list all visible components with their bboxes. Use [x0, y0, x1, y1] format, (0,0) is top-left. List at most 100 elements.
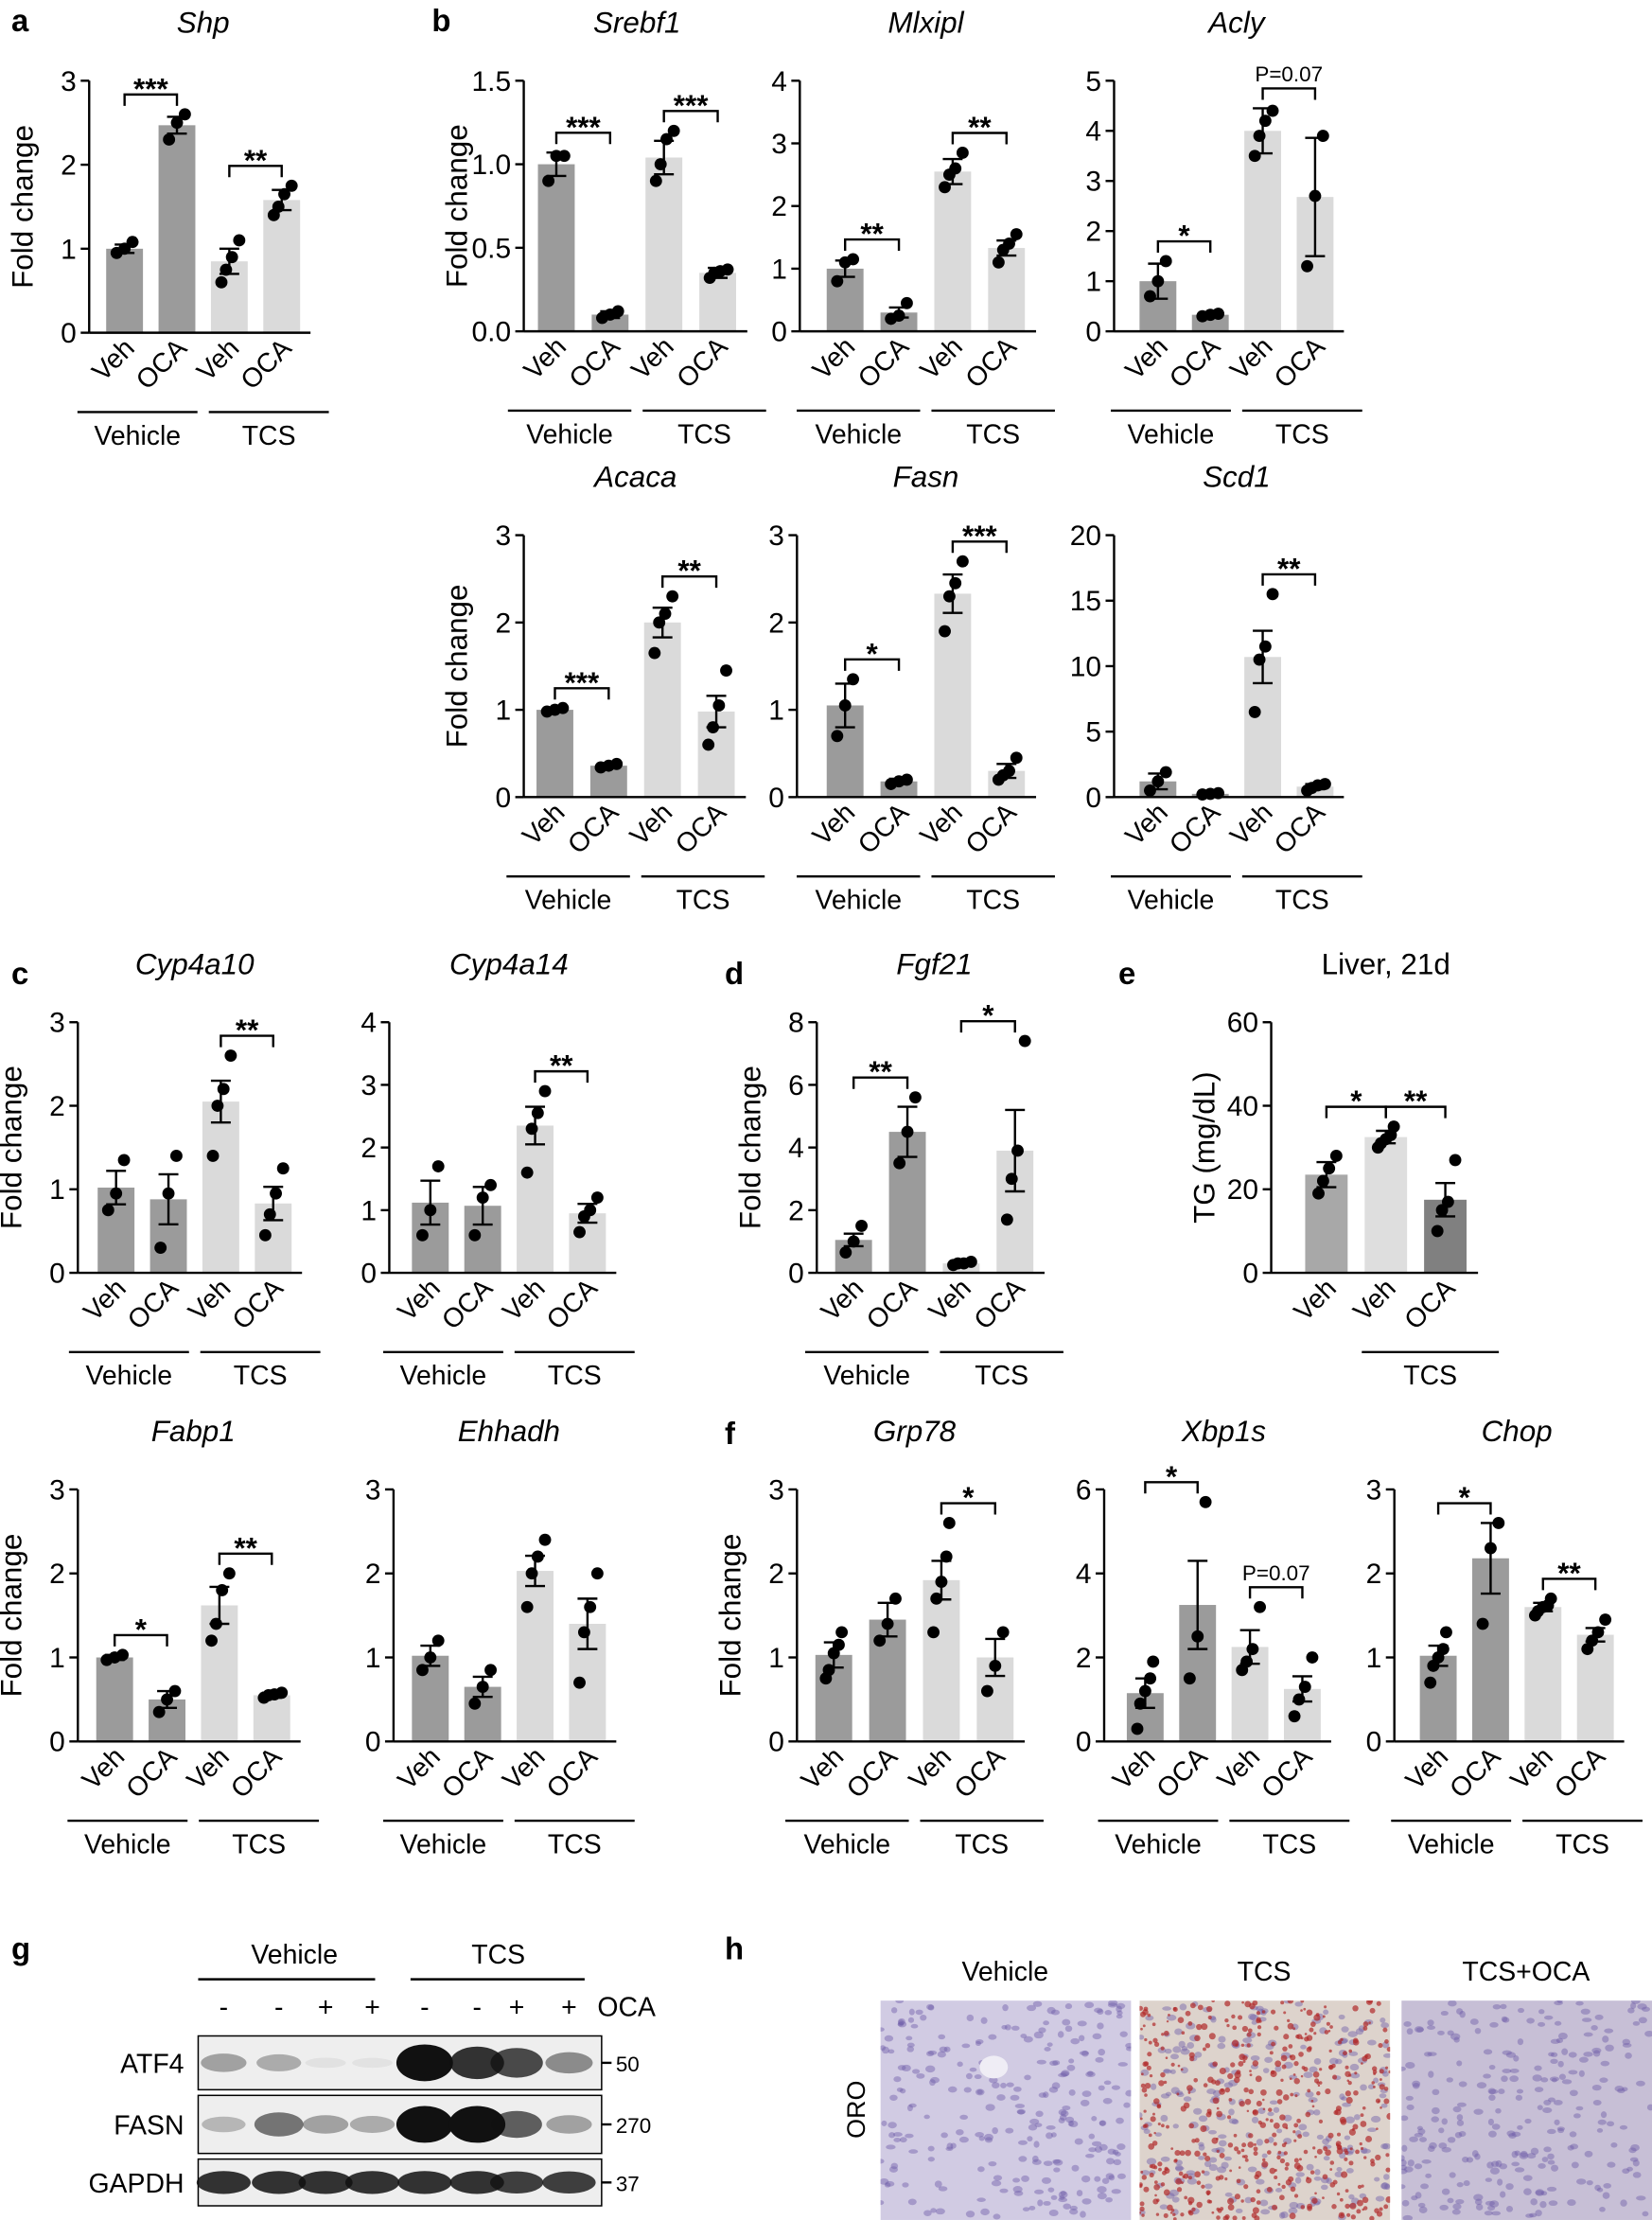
nucleus — [1116, 2005, 1122, 2013]
y-axis-label: Fold change — [441, 124, 474, 288]
y-axis-label: Fold change — [441, 585, 474, 749]
nucleus — [1203, 2170, 1210, 2176]
lipid-droplet — [1304, 2036, 1309, 2042]
lipid-droplet — [1310, 2099, 1314, 2103]
nucleus — [1077, 2020, 1087, 2027]
lipid-droplet — [1163, 2030, 1169, 2036]
nucleus — [1550, 2052, 1558, 2057]
y-tick-label: 4 — [360, 1008, 377, 1039]
nucleus — [1086, 2070, 1094, 2076]
nucleus — [1492, 2003, 1502, 2010]
blot-row-label: ATF4 — [120, 2049, 184, 2079]
lipid-droplet — [1206, 2199, 1211, 2204]
lipid-droplet — [1176, 2092, 1180, 2096]
data-point — [276, 1162, 290, 1175]
lipid-droplet — [1336, 2192, 1341, 2196]
nucleus — [1401, 2184, 1406, 2190]
nucleus — [1242, 2037, 1253, 2044]
nucleus — [1380, 2017, 1386, 2023]
lipid-droplet — [1242, 2059, 1246, 2063]
lipid-droplet — [1314, 2078, 1320, 2084]
x-tick-label: Veh — [1289, 1273, 1343, 1327]
nucleus — [1186, 2042, 1195, 2049]
nucleus — [1174, 2028, 1183, 2035]
nucleus — [1081, 2198, 1092, 2205]
nucleus — [1474, 2027, 1482, 2035]
lipid-droplet — [1293, 2139, 1297, 2142]
lipid-droplet — [1246, 2043, 1251, 2048]
nucleus — [1198, 2156, 1205, 2160]
lipid-droplet — [1310, 2021, 1316, 2028]
data-point — [531, 1550, 544, 1563]
nucleus — [923, 2114, 930, 2120]
significance-label: ** — [234, 1531, 257, 1564]
nucleus — [1534, 2065, 1542, 2071]
nucleus — [1085, 2153, 1095, 2158]
nucleus — [1069, 2205, 1078, 2211]
nucleus — [1060, 2114, 1067, 2121]
nucleus — [1380, 2103, 1388, 2108]
lipid-droplet — [1379, 2084, 1385, 2090]
nucleus — [1466, 2157, 1474, 2163]
lane-sign: + — [561, 1993, 577, 2023]
nucleus — [1427, 2025, 1436, 2030]
data-point — [424, 1651, 437, 1664]
nucleus — [1417, 2202, 1426, 2208]
data-point — [431, 1160, 445, 1172]
lipid-droplet — [1227, 2197, 1235, 2205]
lipid-droplet — [1385, 2153, 1390, 2158]
nucleus — [1489, 2200, 1500, 2208]
data-point — [1147, 1655, 1160, 1668]
nucleus — [957, 2061, 963, 2068]
nucleus — [1535, 2190, 1544, 2195]
x-tick-label: Veh — [77, 1742, 131, 1796]
blot-band — [542, 2171, 596, 2194]
nucleus — [1269, 2100, 1278, 2105]
data-point — [893, 1156, 906, 1170]
nucleus — [1329, 2057, 1339, 2065]
nucleus — [1115, 2151, 1121, 2157]
data-point — [927, 1626, 940, 1639]
nucleus — [1561, 2048, 1569, 2055]
nucleus — [959, 2114, 969, 2120]
data-point — [1318, 778, 1331, 790]
nucleus — [1383, 2174, 1390, 2180]
nucleus — [1028, 2123, 1038, 2131]
nucleus — [1575, 2000, 1584, 2006]
data-point — [939, 181, 951, 194]
nucleus — [1064, 2003, 1073, 2010]
bar — [536, 710, 573, 798]
data-point — [1144, 784, 1156, 797]
nucleus — [1309, 2066, 1318, 2073]
data-point — [1131, 1722, 1144, 1735]
nucleus — [888, 2122, 897, 2129]
x-tick-label: OCA — [562, 798, 624, 860]
lipid-droplet — [1140, 2027, 1143, 2031]
y-tick-label: 1 — [1366, 1643, 1382, 1674]
chart-title: Mlxipl — [888, 6, 964, 39]
x-tick-label: OCA — [1269, 331, 1331, 394]
nucleus — [927, 2004, 935, 2011]
lipid-droplet — [1155, 2212, 1160, 2216]
x-tick-label: Veh — [1107, 1742, 1161, 1796]
group-label: TCS — [966, 419, 1020, 449]
lipid-droplet — [1144, 2082, 1151, 2089]
chart-title: Cyp4a10 — [135, 947, 255, 980]
nucleus — [1591, 2047, 1602, 2054]
nucleus — [1617, 2088, 1626, 2094]
data-point — [525, 1567, 538, 1580]
nucleus — [1451, 2209, 1461, 2215]
nucleus — [965, 2211, 975, 2218]
nucleus — [1058, 2108, 1067, 2116]
blot-band — [490, 2048, 543, 2078]
lipid-droplet — [1204, 2043, 1211, 2049]
lipid-droplet — [1300, 2009, 1303, 2012]
data-point — [169, 1150, 183, 1162]
lipid-droplet — [1142, 2061, 1149, 2067]
y-tick-label: 0 — [1076, 1727, 1092, 1758]
bar — [106, 248, 144, 333]
significance-bracket — [1156, 239, 1212, 253]
data-point — [1010, 751, 1023, 765]
lipid-droplet — [1148, 2143, 1155, 2150]
